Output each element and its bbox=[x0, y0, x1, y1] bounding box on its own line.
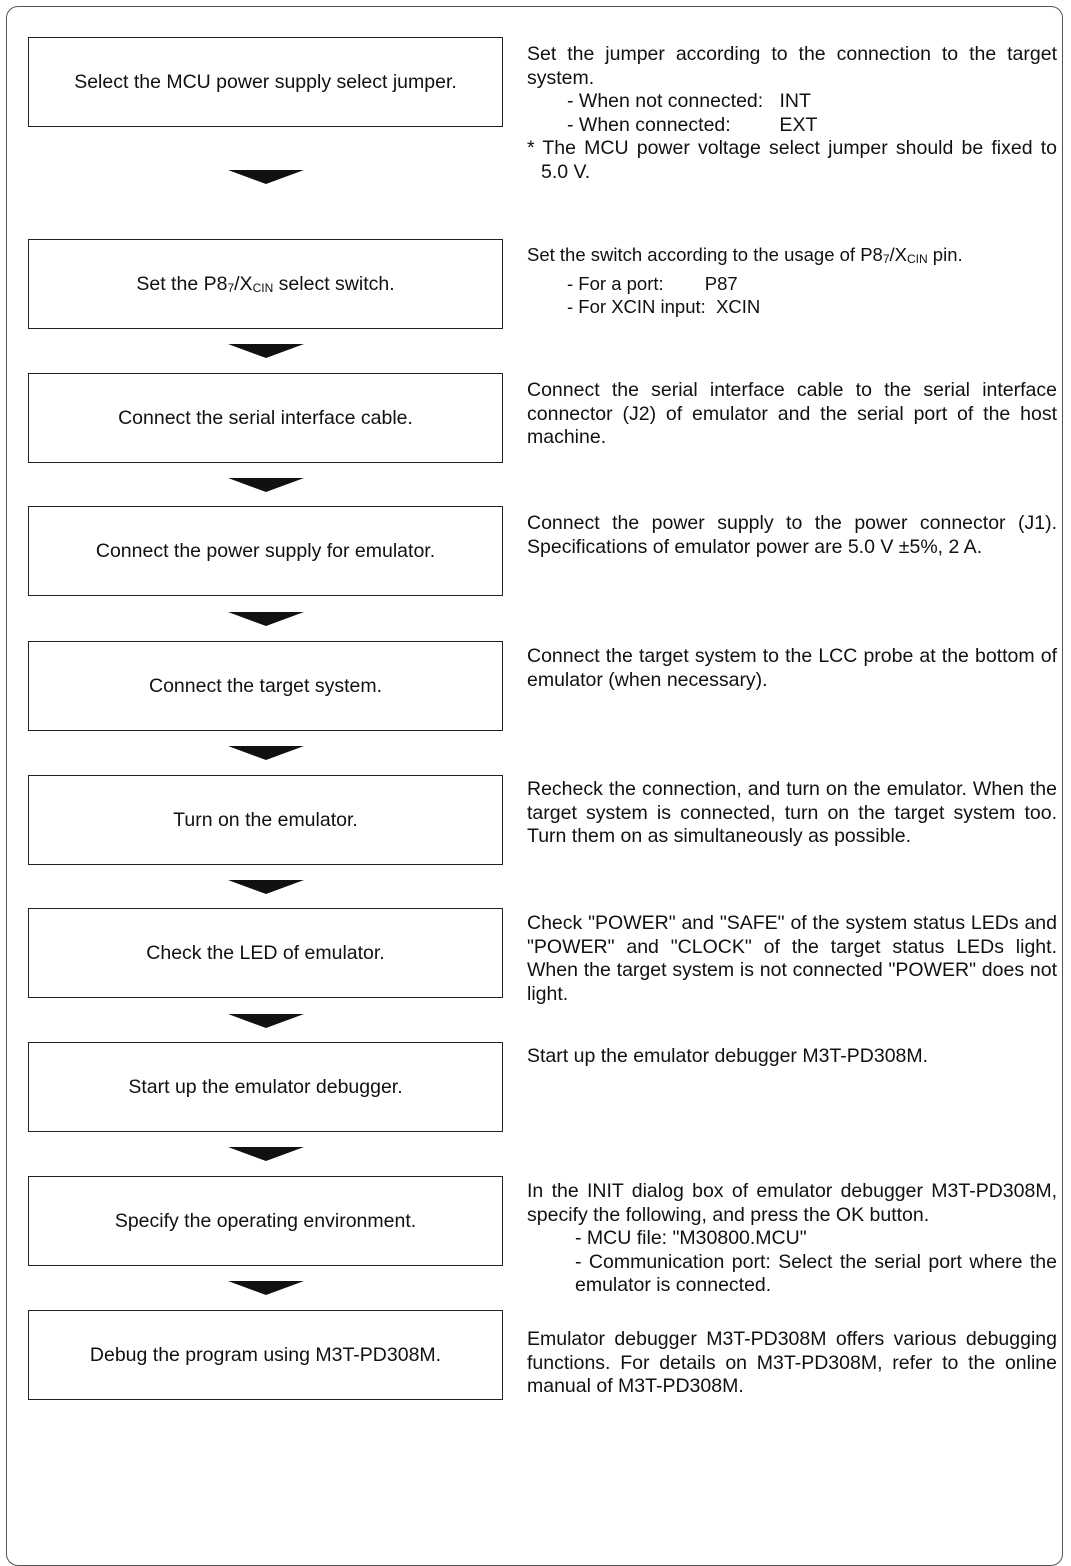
arrow-down-icon bbox=[228, 746, 304, 760]
step-box-10: Debug the program using M3T-PD308M. bbox=[28, 1310, 503, 1400]
step-box-9: Specify the operating environment. bbox=[28, 1176, 503, 1266]
step-box-4: Connect the power supply for emulator. bbox=[28, 506, 503, 596]
arrow-down-icon bbox=[228, 612, 304, 626]
step-desc-7: Check "POWER" and "SAFE" of the system s… bbox=[527, 912, 1057, 1005]
arrow-down-icon bbox=[228, 1147, 304, 1161]
step-desc-1: Set the jumper according to the connecti… bbox=[527, 43, 1057, 183]
arrow-down-icon bbox=[228, 880, 304, 894]
step-box-6: Turn on the emulator. bbox=[28, 775, 503, 865]
step-desc-9: In the INIT dialog box of emulator debug… bbox=[527, 1180, 1057, 1296]
step-box-7: Check the LED of emulator. bbox=[28, 908, 503, 998]
step-desc-2: Set the switch according to the usage of… bbox=[527, 244, 963, 317]
step-box-3: Connect the serial interface cable. bbox=[28, 373, 503, 463]
step-box-2: Set the P87/XCIN select switch. bbox=[28, 239, 503, 329]
step-desc-10: Emulator debugger M3T-PD308M offers vari… bbox=[527, 1328, 1057, 1397]
step-box-8: Start up the emulator debugger. bbox=[28, 1042, 503, 1132]
step-desc-5: Connect the target system to the LCC pro… bbox=[527, 645, 1057, 691]
step-desc-4: Connect the power supply to the power co… bbox=[527, 512, 1057, 558]
arrow-down-icon bbox=[228, 344, 304, 358]
step-box-1: Select the MCU power supply select jumpe… bbox=[28, 37, 503, 127]
step-desc-3: Connect the serial interface cable to th… bbox=[527, 379, 1057, 448]
arrow-down-icon bbox=[228, 1281, 304, 1295]
arrow-down-icon bbox=[228, 478, 304, 492]
arrow-down-icon bbox=[228, 170, 304, 184]
step-box-5: Connect the target system. bbox=[28, 641, 503, 731]
step-desc-8: Start up the emulator debugger M3T-PD308… bbox=[527, 1045, 929, 1067]
arrow-down-icon bbox=[228, 1014, 304, 1028]
step-desc-6: Recheck the connection, and turn on the … bbox=[527, 778, 1057, 847]
